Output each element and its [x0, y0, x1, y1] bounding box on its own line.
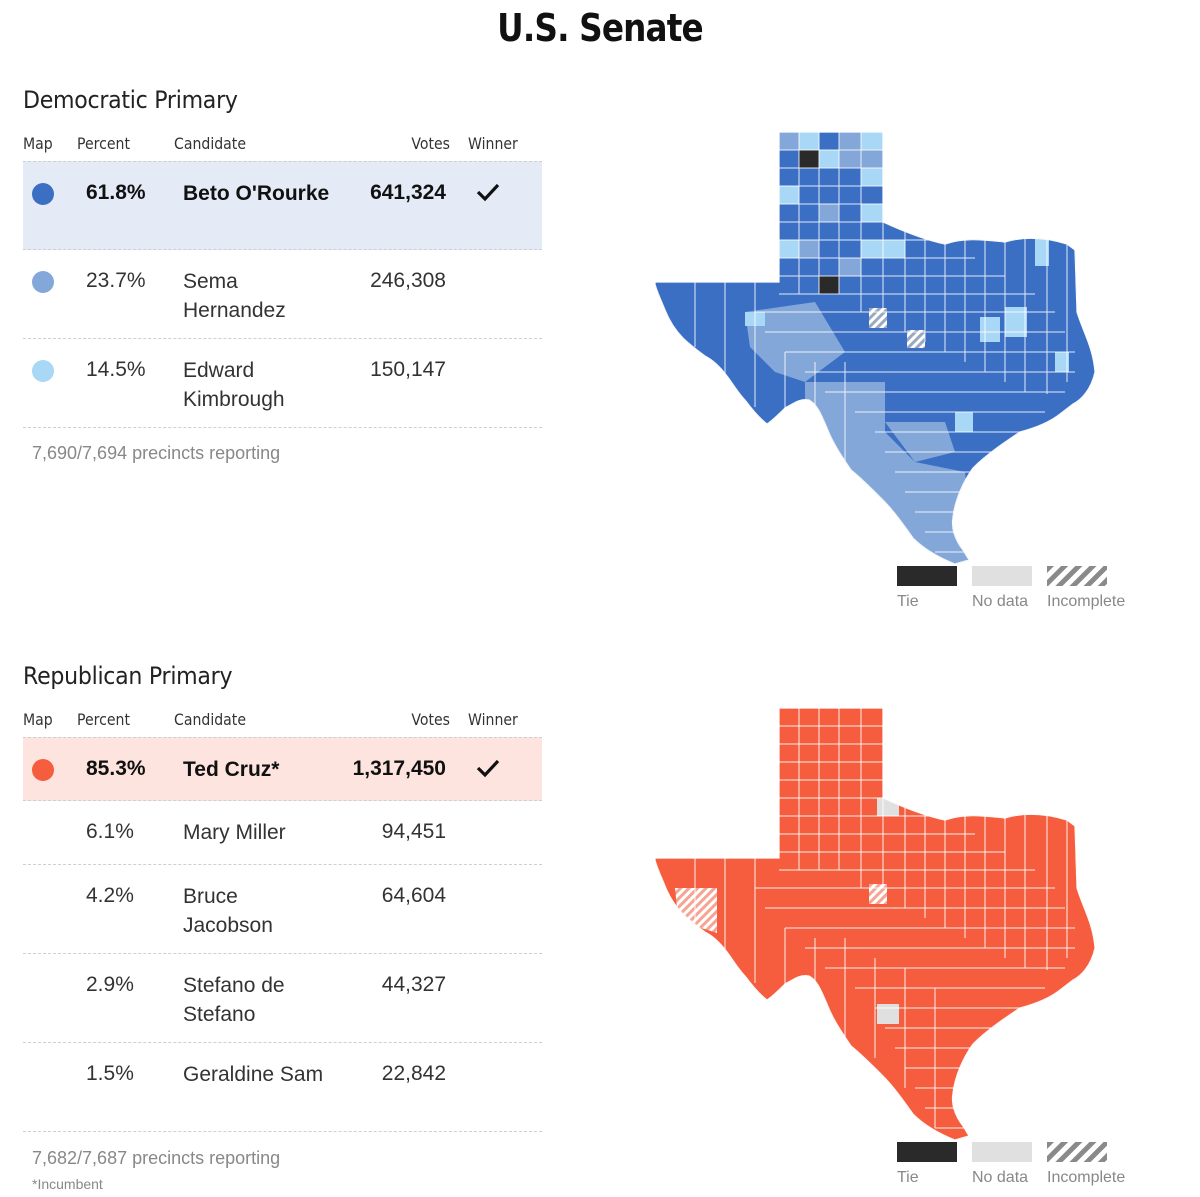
page-title: U.S. Senate	[497, 6, 703, 50]
candidate-votes: 22,842	[381, 1062, 446, 1085]
map-color-marker	[32, 360, 54, 382]
candidate-percent: 61.8%	[86, 181, 146, 204]
incomplete-swatch	[1047, 1142, 1107, 1162]
candidate-name: Stefano de Stefano	[183, 974, 285, 1026]
candidate-votes: 44,327	[381, 973, 446, 996]
column-header-percent: Percent	[77, 710, 130, 729]
candidate-row[interactable]: 14.5% Edward Kimbrough 150,147	[23, 339, 542, 428]
no-data-swatch	[972, 566, 1032, 586]
candidate-votes: 150,147	[370, 358, 446, 381]
map-legend: Tie No data Incomplete	[897, 566, 1137, 616]
legend-no-data-label: No data	[972, 593, 1029, 610]
democratic-primary-section: Democratic Primary Map Percent Candidate…	[0, 86, 1200, 616]
candidate-percent: 23.7%	[86, 269, 146, 292]
candidate-name: Beto O'Rourke	[183, 182, 330, 205]
results-table: 61.8% Beto O'Rourke 641,324 23.7% Sema H…	[23, 161, 542, 428]
candidate-name: Geraldine Sam	[183, 1063, 324, 1086]
candidate-percent: 2.9%	[86, 973, 134, 996]
checkmark-icon	[476, 759, 500, 778]
candidate-row[interactable]: 6.1% Mary Miller 94,451	[23, 801, 542, 865]
candidate-name: Edward Kimbrough	[183, 359, 285, 411]
candidate-row[interactable]: 85.3% Ted Cruz* 1,317,450	[23, 737, 542, 801]
candidate-row[interactable]: 61.8% Beto O'Rourke 641,324	[23, 161, 542, 250]
candidate-percent: 85.3%	[86, 757, 146, 780]
column-header-candidate: Candidate	[174, 134, 246, 153]
race-title: Democratic Primary	[23, 86, 238, 114]
precincts-reporting: 7,690/7,694 precincts reporting	[32, 443, 281, 463]
column-header-votes: Votes	[411, 710, 450, 729]
county-results-map[interactable]	[655, 132, 1105, 572]
map-color-marker	[32, 271, 54, 293]
county-results-map[interactable]	[655, 708, 1105, 1148]
legend-tie-label: Tie	[897, 1169, 919, 1186]
candidate-votes: 641,324	[370, 181, 446, 204]
candidate-row[interactable]: 4.2% Bruce Jacobson 64,604	[23, 865, 542, 954]
legend-incomplete-label: Incomplete	[1047, 593, 1126, 610]
candidate-votes: 64,604	[381, 884, 446, 907]
candidate-votes: 1,317,450	[352, 757, 446, 780]
candidate-row[interactable]: 1.5% Geraldine Sam 22,842	[23, 1043, 542, 1132]
checkmark-icon	[476, 183, 500, 202]
candidate-percent: 14.5%	[86, 358, 146, 381]
candidate-name: Mary Miller	[183, 821, 286, 844]
column-header-candidate: Candidate	[174, 710, 246, 729]
map-legend: Tie No data Incomplete	[897, 1142, 1137, 1192]
column-header-winner: Winner	[468, 710, 518, 729]
column-header-map: Map	[23, 710, 53, 729]
map-color-marker	[32, 183, 54, 205]
map-color-marker	[32, 759, 54, 781]
column-header-votes: Votes	[411, 134, 450, 153]
legend-incomplete-label: Incomplete	[1047, 1169, 1126, 1186]
legend-no-data-label: No data	[972, 1169, 1029, 1186]
race-title: Republican Primary	[23, 662, 233, 690]
candidate-votes: 246,308	[370, 269, 446, 292]
column-header-winner: Winner	[468, 134, 518, 153]
legend-tie-label: Tie	[897, 593, 919, 610]
candidate-percent: 6.1%	[86, 820, 134, 843]
candidate-row[interactable]: 2.9% Stefano de Stefano 44,327	[23, 954, 542, 1043]
precincts-reporting: 7,682/7,687 precincts reporting	[32, 1148, 281, 1168]
results-table: 85.3% Ted Cruz* 1,317,450 6.1% Mary Mill…	[23, 737, 542, 1132]
republican-primary-section: Republican Primary Map Percent Candidate…	[0, 662, 1200, 1197]
no-data-swatch	[972, 1142, 1032, 1162]
column-header-map: Map	[23, 134, 53, 153]
candidate-percent: 1.5%	[86, 1062, 134, 1085]
column-header-percent: Percent	[77, 134, 130, 153]
candidate-name: Ted Cruz*	[183, 758, 280, 781]
candidate-percent: 4.2%	[86, 884, 134, 907]
candidate-name: Bruce Jacobson	[183, 885, 273, 937]
candidate-name: Sema Hernandez	[183, 270, 286, 322]
tie-swatch	[897, 1142, 957, 1162]
candidate-votes: 94,451	[381, 820, 446, 843]
candidate-row[interactable]: 23.7% Sema Hernandez 246,308	[23, 250, 542, 339]
incomplete-swatch	[1047, 566, 1107, 586]
incumbent-footnote: *Incumbent	[32, 1176, 103, 1192]
tie-swatch	[897, 566, 957, 586]
